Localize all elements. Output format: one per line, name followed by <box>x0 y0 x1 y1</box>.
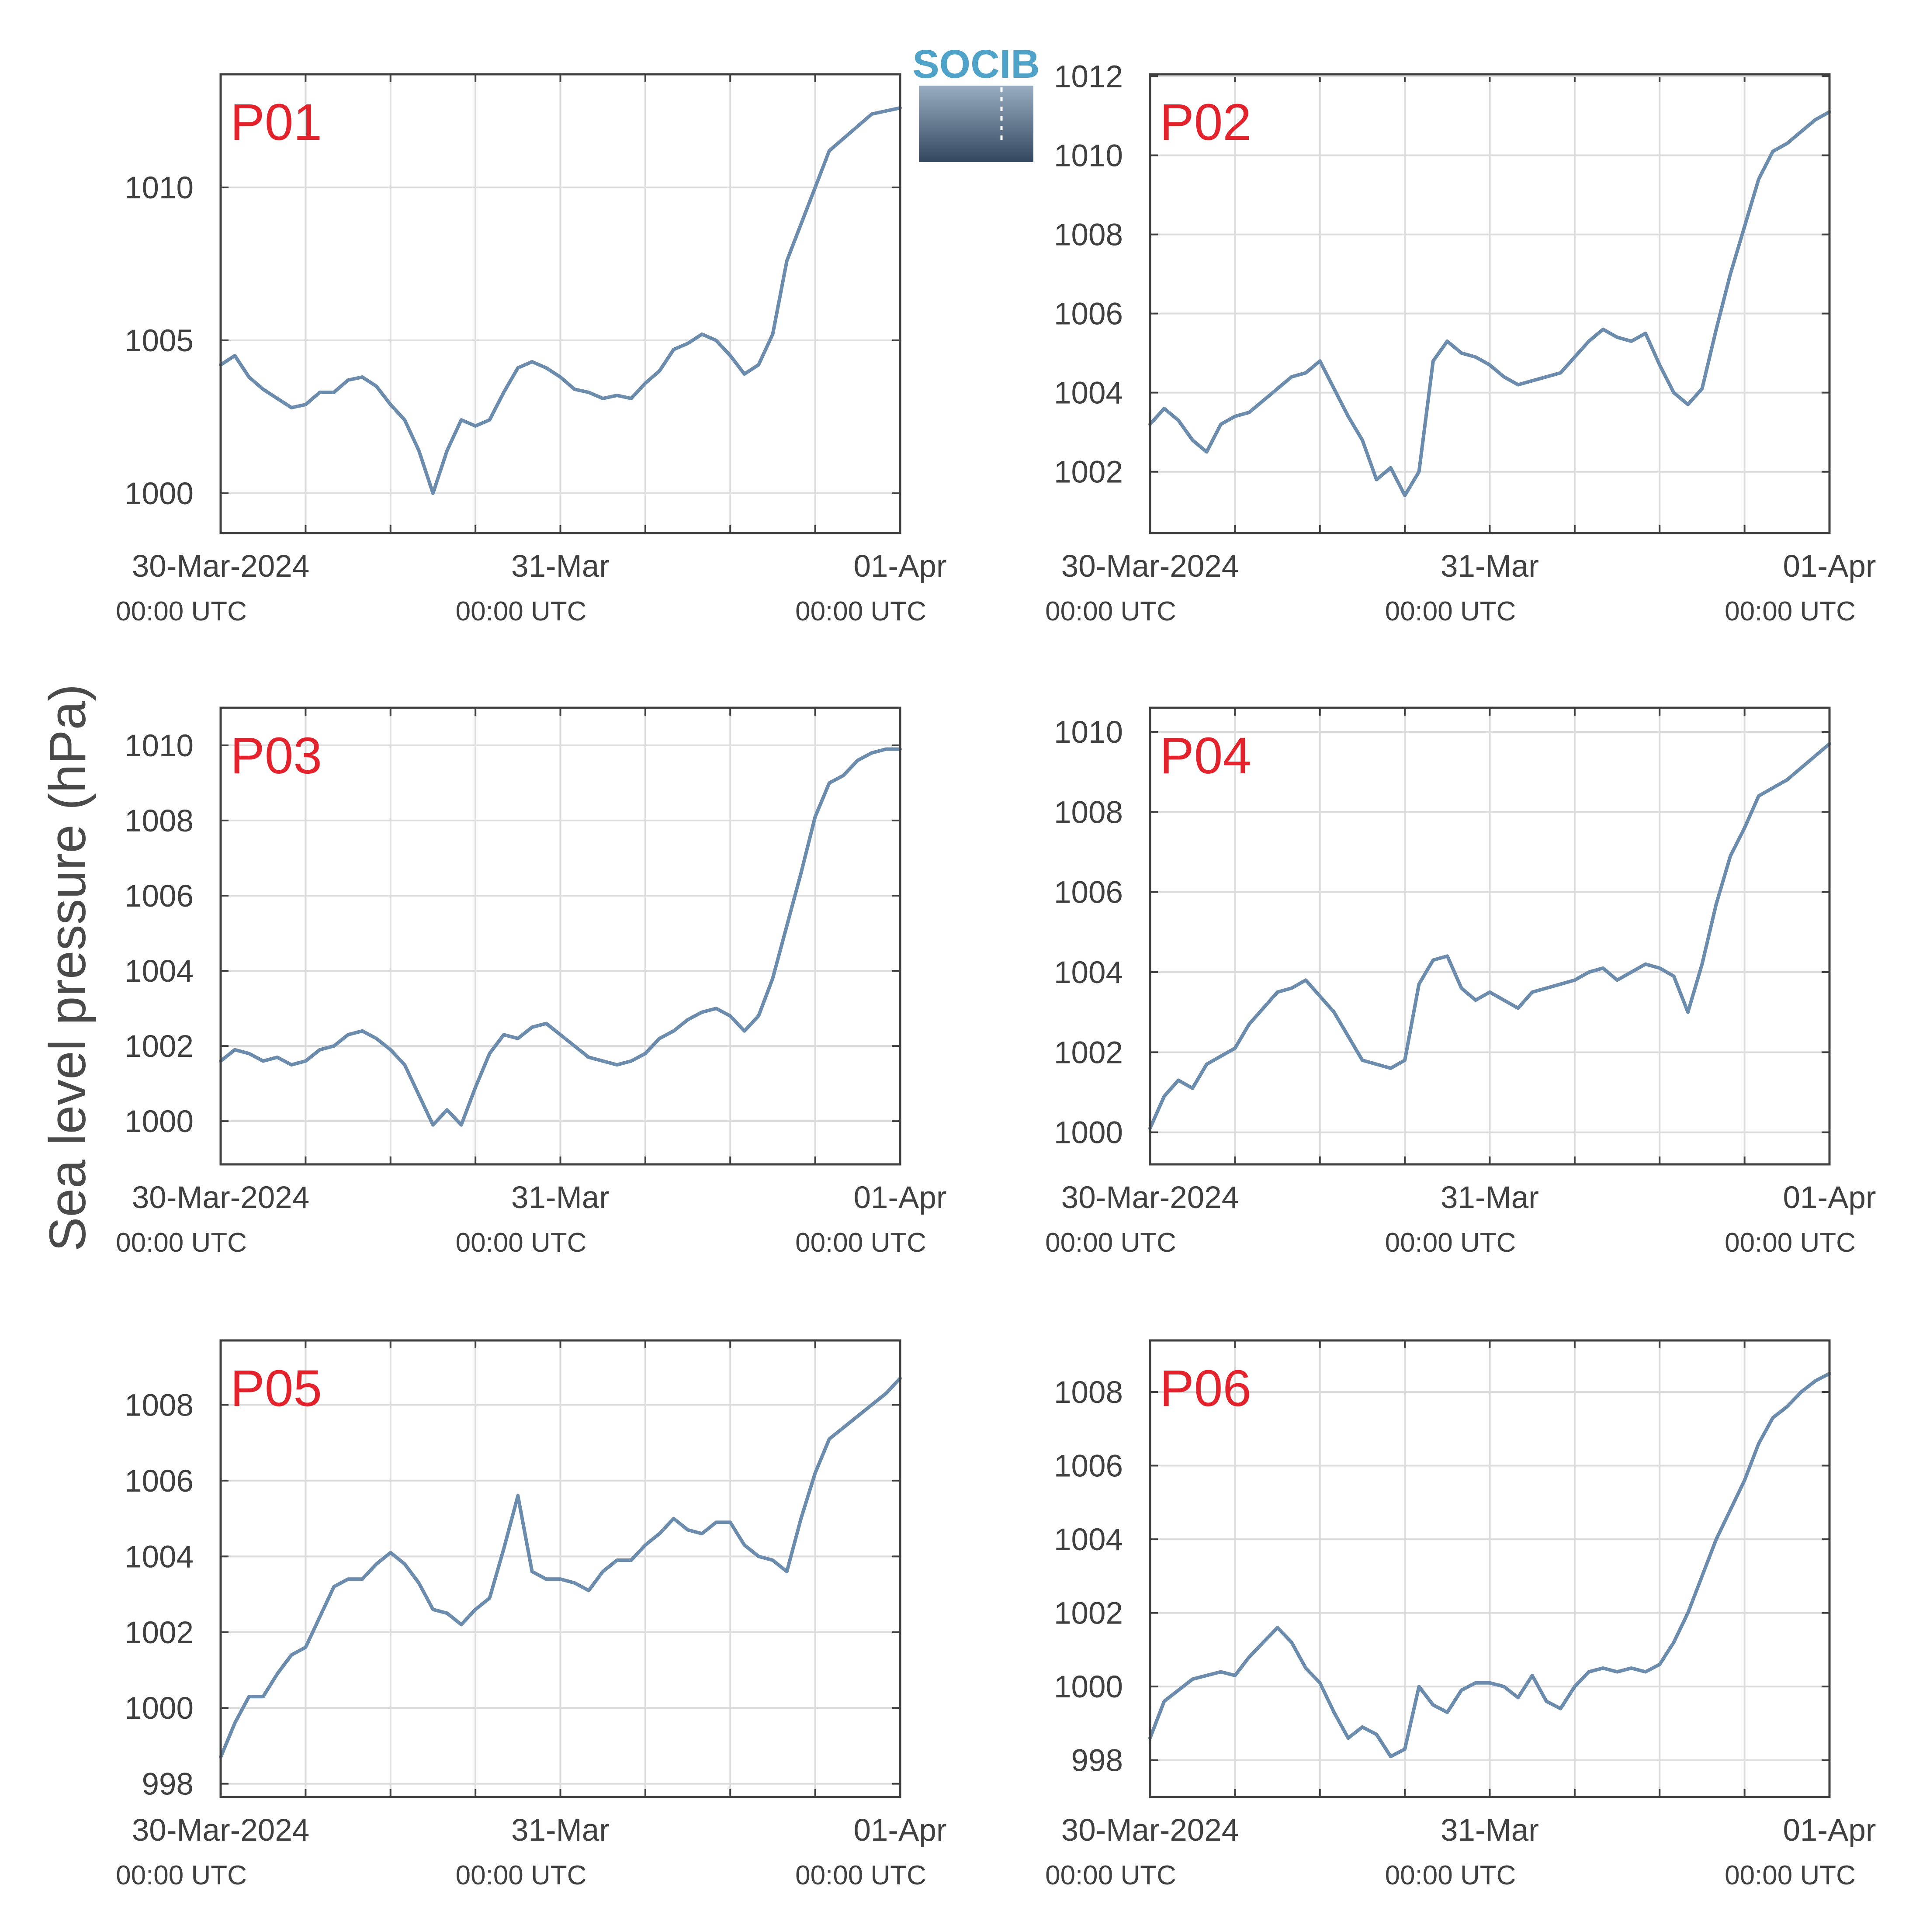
y-tick-label: 1000 <box>125 477 194 511</box>
x-tick-sublabel: 00:00 UTC <box>795 1228 926 1258</box>
y-tick-label: 1006 <box>125 1464 194 1499</box>
x-tick-label: 30-Mar-2024 <box>132 1813 309 1848</box>
y-tick-label: 1000 <box>1054 1116 1123 1150</box>
x-tick-sublabel: 00:00 UTC <box>456 596 587 627</box>
y-tick-label: 1008 <box>1054 795 1123 830</box>
y-tick-label: 1006 <box>1054 1449 1123 1484</box>
x-tick-label: 30-Mar-2024 <box>1061 1813 1239 1848</box>
plot-frame <box>1149 1339 1831 1798</box>
plot-frame <box>219 706 901 1166</box>
y-tick-label: 1004 <box>1054 1523 1123 1557</box>
panel-label: P04 <box>1160 727 1251 785</box>
panel-p03: 1000 1002 1004 1006 1008 1010 30-Mar-2024 00:00… <box>116 706 947 1258</box>
x-tick-label: 30-Mar-2024 <box>132 1181 309 1215</box>
x-tick-label: 01-Apr <box>1783 1813 1876 1848</box>
panel-label: P01 <box>230 93 322 151</box>
panel-label: P03 <box>230 727 322 785</box>
x-tick-sublabel: 00:00 UTC <box>116 596 247 627</box>
x-tick-sublabel: 00:00 UTC <box>1385 1228 1516 1258</box>
x-tick-sublabel: 00:00 UTC <box>795 1860 926 1890</box>
plot-frame <box>1149 73 1831 534</box>
series-line-p04 <box>1148 742 1831 1130</box>
y-axis-label: Sea level pressure (hPa) <box>39 684 97 1252</box>
x-tick-label: 01-Apr <box>1783 1181 1876 1215</box>
series-line-p03 <box>219 747 902 1127</box>
x-tick-label: 30-Mar-2024 <box>1061 1181 1239 1215</box>
panel-p05: 998 1000 1002 1004 1006 1008 30-Mar-2024 00:00 … <box>116 1339 947 1890</box>
y-tick-label: 1000 <box>1054 1670 1123 1704</box>
series-line-p01 <box>219 106 902 495</box>
x-tick-sublabel: 00:00 UTC <box>795 596 926 627</box>
panel-p06: 998 1000 1002 1004 1006 1008 30-Mar-2024 00:00 … <box>1045 1339 1876 1890</box>
panel-label: P05 <box>230 1360 322 1417</box>
y-tick-label: 998 <box>1071 1744 1123 1778</box>
x-tick-label: 01-Apr <box>853 1813 946 1848</box>
x-tick-label: 30-Mar-2024 <box>1061 549 1239 584</box>
x-tick-label: 01-Apr <box>853 1181 946 1215</box>
x-tick-sublabel: 00:00 UTC <box>1725 1228 1856 1258</box>
y-tick-label: 1002 <box>1054 1596 1123 1631</box>
plot-frame <box>1149 706 1831 1166</box>
x-tick-sublabel: 00:00 UTC <box>456 1228 587 1258</box>
plot-frame <box>219 73 901 534</box>
y-tick-label: 1004 <box>125 1540 194 1574</box>
y-tick-label: 1008 <box>125 804 194 838</box>
series-line-p05 <box>219 1376 902 1759</box>
x-tick-sublabel: 00:00 UTC <box>1385 1860 1516 1890</box>
plot-frame <box>219 1339 901 1798</box>
y-tick-label: 1004 <box>1054 376 1123 411</box>
x-tick-label: 30-Mar-2024 <box>132 549 309 584</box>
panel-p01: 1000 1005 1010 30-Mar-2024 00:00 UTC 31-Mar 00… <box>116 73 947 627</box>
y-tick-label: 1010 <box>125 171 194 205</box>
y-tick-label: 1005 <box>125 324 194 358</box>
x-tick-sublabel: 00:00 UTC <box>116 1860 247 1890</box>
series-line-p02 <box>1148 110 1831 497</box>
y-tick-label: 1008 <box>1054 218 1123 253</box>
y-tick-label: 1000 <box>125 1104 194 1139</box>
x-tick-label: 31-Mar <box>1441 549 1539 584</box>
y-tick-label: 1012 <box>1054 60 1123 94</box>
y-tick-label: 1002 <box>1054 1035 1123 1070</box>
y-tick-label: 1002 <box>125 1029 194 1064</box>
series-line-p06 <box>1148 1371 1831 1759</box>
y-tick-label: 1010 <box>125 729 194 763</box>
y-tick-label: 998 <box>142 1767 194 1802</box>
socib-logo: SOCIB <box>912 42 1040 162</box>
logo-text: SOCIB <box>912 42 1039 87</box>
y-tick-label: 1008 <box>1054 1375 1123 1410</box>
x-tick-sublabel: 00:00 UTC <box>456 1860 587 1890</box>
x-tick-label: 01-Apr <box>1783 549 1876 584</box>
y-tick-label: 1010 <box>1054 715 1123 750</box>
panel-p04: 1000 1002 1004 1006 1008 1010 30-Mar-2024 00:00… <box>1045 706 1876 1258</box>
x-tick-sublabel: 00:00 UTC <box>116 1228 247 1258</box>
y-tick-label: 1008 <box>125 1388 194 1423</box>
panel-p02: 1002 1004 1006 1008 1010 1012 30-Mar-2024 00:00… <box>1045 60 1876 627</box>
x-tick-sublabel: 00:00 UTC <box>1045 596 1176 627</box>
panel-label: P02 <box>1160 93 1251 151</box>
y-tick-label: 1006 <box>125 879 194 914</box>
x-tick-sublabel: 00:00 UTC <box>1385 596 1516 627</box>
y-tick-label: 1010 <box>1054 139 1123 173</box>
x-tick-label: 31-Mar <box>1441 1181 1539 1215</box>
x-tick-label: 31-Mar <box>511 549 610 584</box>
panel-label: P06 <box>1160 1360 1251 1417</box>
y-tick-label: 1004 <box>1054 956 1123 990</box>
x-tick-label: 31-Mar <box>1441 1813 1539 1848</box>
x-tick-sublabel: 00:00 UTC <box>1045 1228 1176 1258</box>
y-tick-label: 1002 <box>125 1616 194 1650</box>
y-tick-label: 1004 <box>125 954 194 989</box>
x-tick-label: 31-Mar <box>511 1181 610 1215</box>
x-tick-sublabel: 00:00 UTC <box>1725 1860 1856 1890</box>
x-tick-label: 31-Mar <box>511 1813 610 1848</box>
y-tick-label: 1006 <box>1054 876 1123 910</box>
x-tick-label: 01-Apr <box>853 549 946 584</box>
y-tick-label: 1002 <box>1054 455 1123 490</box>
x-tick-sublabel: 00:00 UTC <box>1045 1860 1176 1890</box>
y-tick-label: 1006 <box>1054 297 1123 332</box>
y-tick-label: 1000 <box>125 1691 194 1726</box>
x-tick-sublabel: 00:00 UTC <box>1725 596 1856 627</box>
